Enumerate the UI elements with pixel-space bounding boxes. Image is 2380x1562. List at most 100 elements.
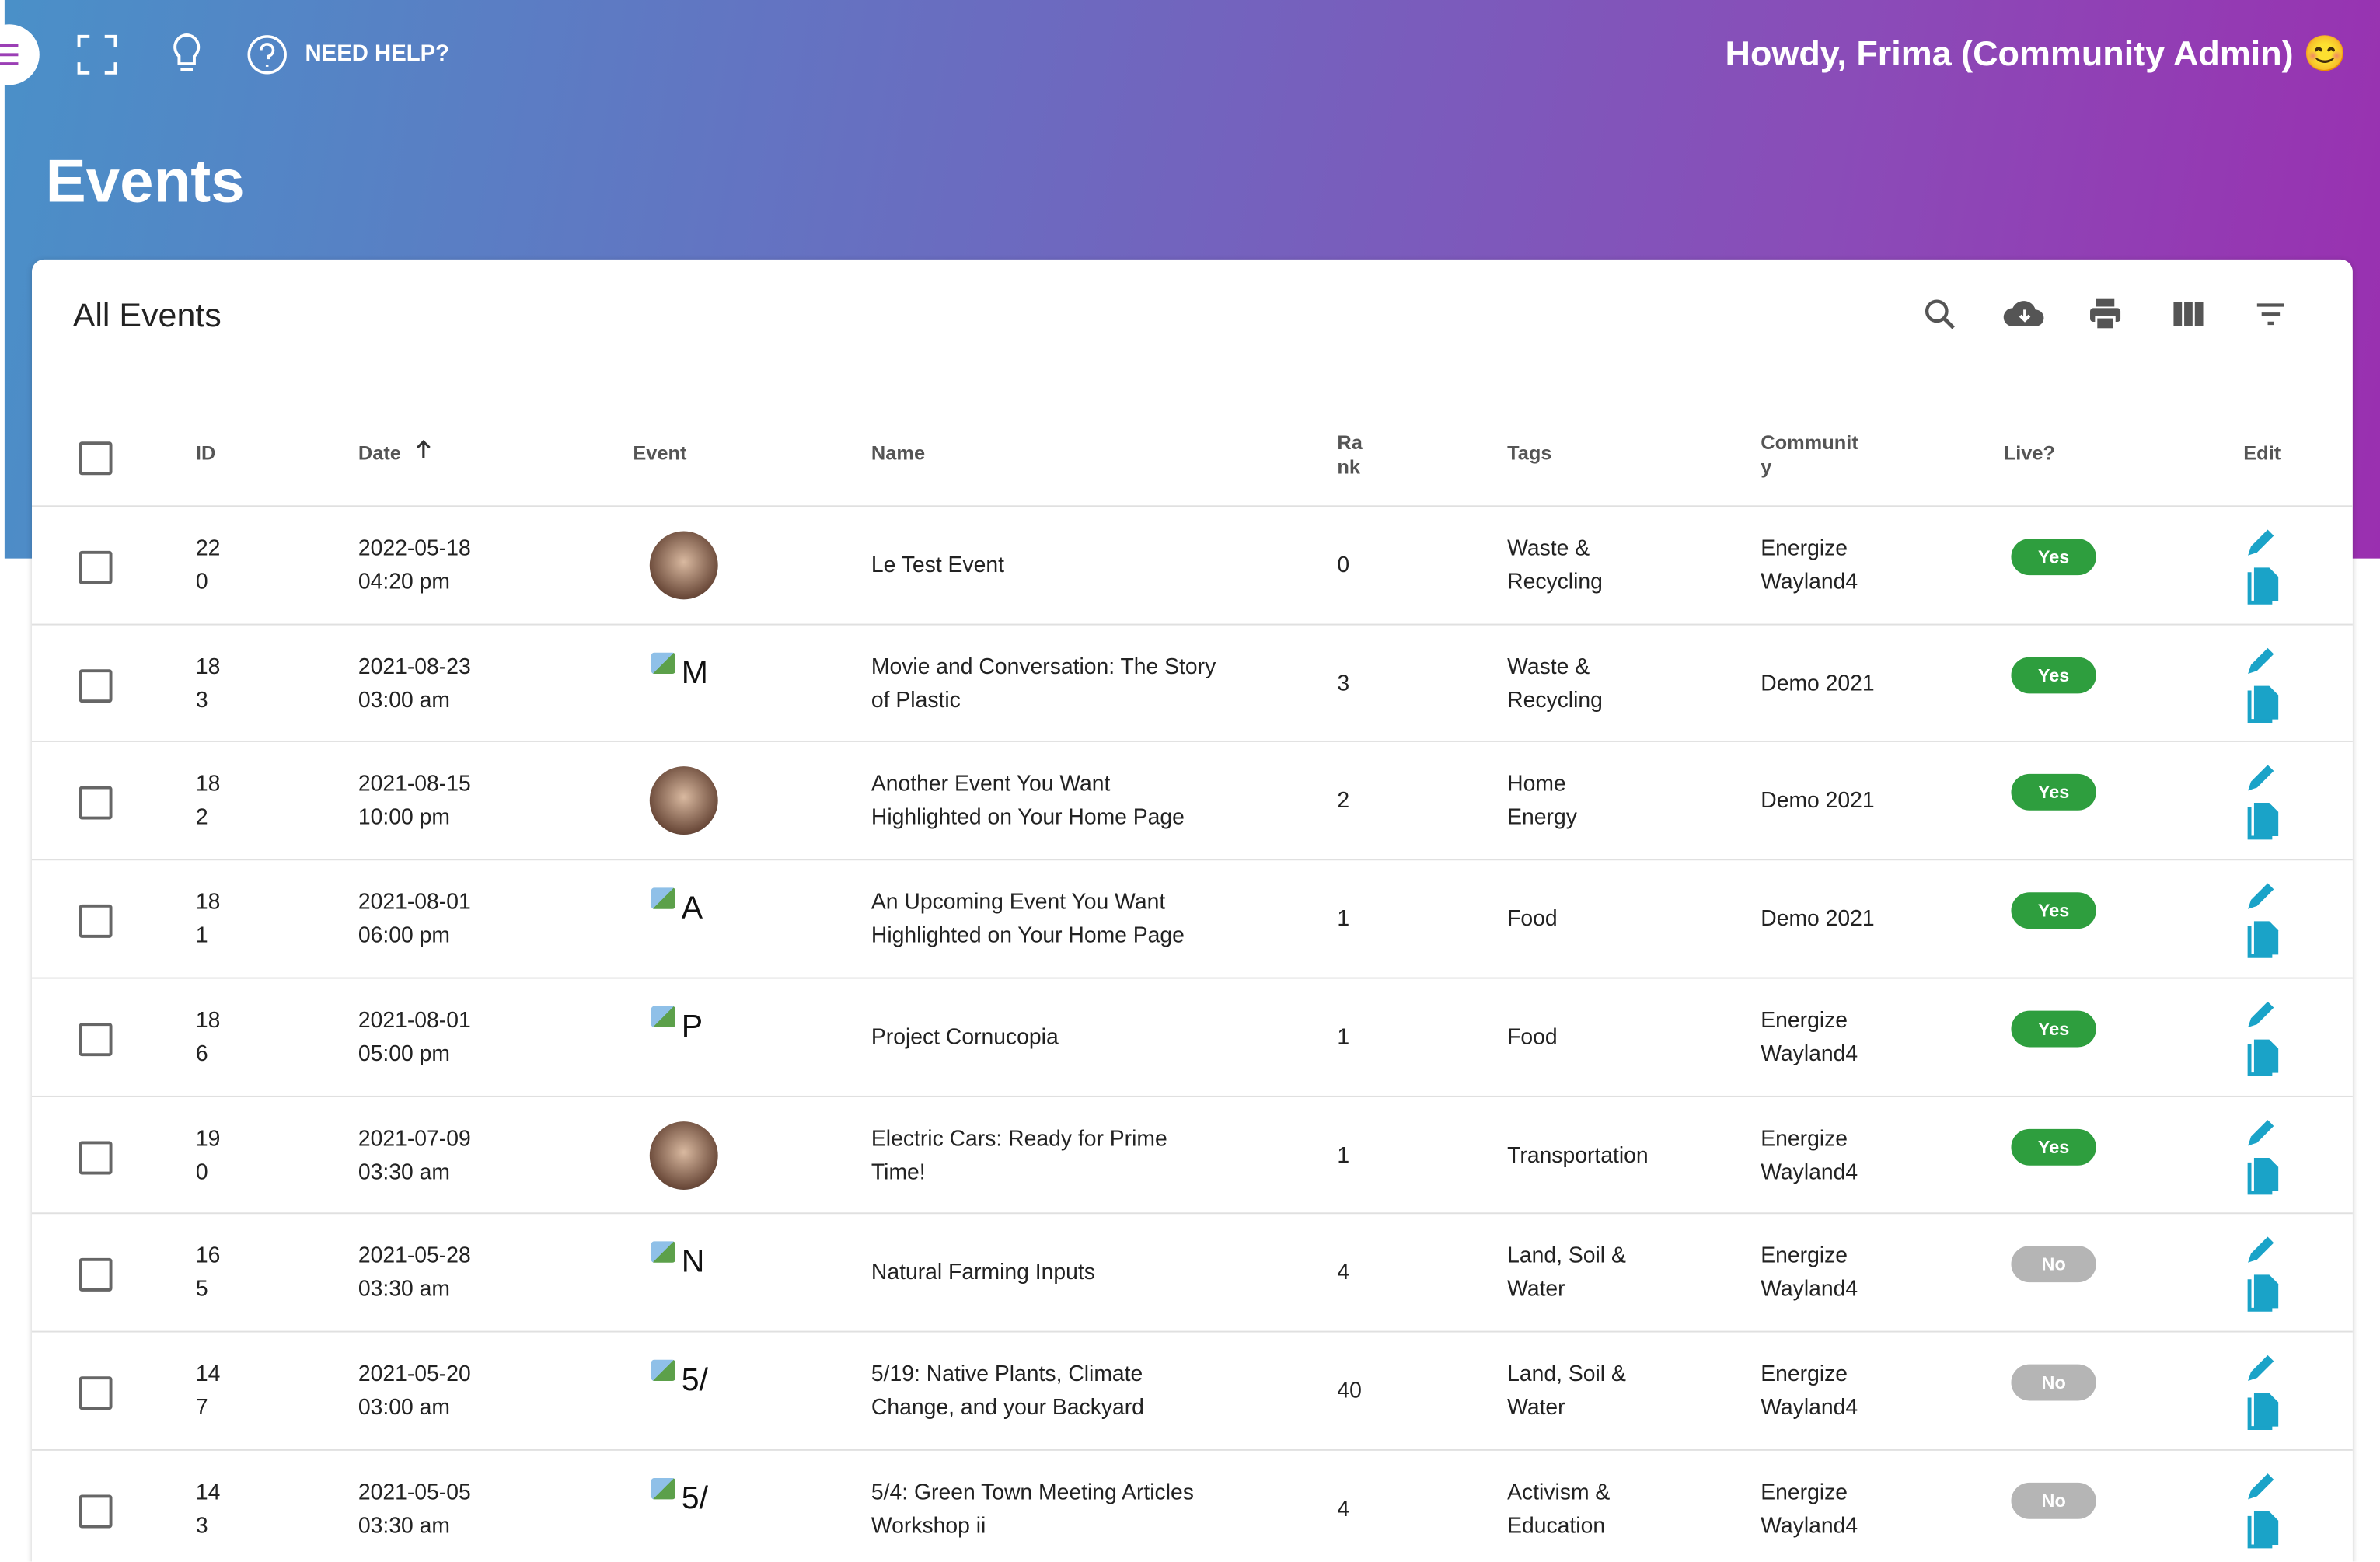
event-image-alt: N [681,1244,705,1280]
row-checkbox[interactable] [79,1258,113,1292]
live-badge: No [2011,1246,2096,1283]
help-icon[interactable] [246,33,288,76]
id: 181 [195,891,221,949]
event-image [649,766,718,835]
time: 03:30 am [358,1159,450,1185]
community: Demo 2021 [1761,907,1875,933]
row-checkbox[interactable] [79,550,113,584]
date-cell: 2021-05-28 03:30 am [358,1240,471,1307]
download-icon[interactable] [2002,296,2048,333]
event-name: Movie and Conversation: The Story of Pla… [871,655,1216,713]
idea-icon[interactable] [167,30,207,78]
event-name: Le Test Event [871,553,1004,579]
column-header: ID [195,441,216,465]
column-header: Event [633,441,687,465]
date-cell: 2021-08-15 10:00 pm [358,769,471,835]
edit-actions[interactable] [2242,879,2288,964]
rank: 4 [1337,1497,1350,1522]
community: Demo 2021 [1761,671,1875,696]
sort-icon[interactable] [413,438,434,459]
event-image-alt: 5/ [681,1480,709,1516]
column-header: Edit [2243,441,2281,465]
id: 182 [195,772,221,831]
event-name: 5/4: Green Town Meeting Articles Worksho… [871,1480,1194,1539]
rank: 1 [1337,1025,1350,1050]
edit-actions[interactable] [2242,761,2288,846]
row-checkbox[interactable] [79,905,113,939]
event-image-alt: M [681,655,708,690]
date-cell: 2021-05-20 03:00 am [358,1358,471,1425]
select-all[interactable] [79,441,113,476]
community: Energize Wayland4 [1761,1009,1858,1067]
rank: 2 [1337,790,1350,814]
rank: 3 [1337,671,1350,696]
broken-image-icon [651,1241,676,1264]
date: 2022-05-18 [358,537,471,562]
edit-actions[interactable] [2242,525,2288,610]
column-header[interactable]: Date [358,440,431,465]
row-checkbox[interactable] [79,1140,113,1174]
table-row: 190 2021-07-09 03:30 am Electric Cars: Read… [32,1094,2353,1215]
time: 05:00 pm [358,1042,450,1067]
tags: Activism & Education [1507,1480,1611,1539]
greeting: Howdy, Frima (Community Admin) 😊 [1725,33,2347,73]
table-row: 181 2021-08-01 06:00 pm A An Upcoming Event … [32,859,2353,978]
print-icon[interactable] [2087,296,2124,333]
column-header: Live? [2003,441,2056,465]
id: 220 [195,537,221,595]
event-name: An Upcoming Event You Want Highlighted o… [871,891,1185,949]
page-title: Events [45,148,245,216]
column-header: Name [871,441,926,465]
help-link[interactable]: NEED HELP? [305,40,450,67]
edit-actions[interactable] [2242,997,2288,1082]
columns-icon[interactable] [2171,296,2207,333]
row-checkbox[interactable] [79,1022,113,1056]
date: 2021-05-28 [358,1244,471,1269]
broken-image-icon [651,652,676,674]
search-icon[interactable] [1921,296,1958,333]
live-badge: Yes [2011,1128,2096,1165]
id: 147 [195,1362,221,1421]
live-badge: Yes [2011,1010,2096,1048]
broken-image-icon [651,1006,676,1027]
edit-actions[interactable] [2242,643,2288,727]
time: 06:00 pm [358,924,450,949]
broken-image-icon [651,1359,676,1381]
row-checkbox[interactable] [79,1494,113,1528]
event-image [649,531,718,600]
date-cell: 2021-05-05 03:30 am [358,1476,471,1543]
event-name: Electric Cars: Ready for Prime Time! [871,1126,1167,1185]
filter-icon[interactable] [2253,296,2289,333]
tags: Waste & Recycling [1507,655,1603,713]
live-badge: No [2011,1482,2096,1518]
edit-actions[interactable] [2242,1114,2288,1199]
table-title: All Events [72,295,222,334]
fullscreen-icon[interactable] [76,33,119,76]
table-row: 186 2021-08-01 05:00 pm P Project Cornucopia… [32,977,2353,1097]
edit-actions[interactable] [2242,1233,2288,1317]
row-checkbox[interactable] [79,786,113,821]
time: 03:00 am [358,688,450,713]
row-checkbox[interactable] [79,1375,113,1410]
edit-actions[interactable] [2242,1469,2288,1553]
event-name: Another Event You Want Highlighted on Yo… [871,772,1185,831]
date: 2021-08-01 [358,1009,471,1034]
community: Energize Wayland4 [1761,537,1858,595]
tags: Land, Soil & Water [1507,1244,1626,1302]
menu-button[interactable] [0,24,40,85]
date-cell: 2022-05-18 04:20 pm [358,532,471,599]
community: Energize Wayland4 [1761,1362,1858,1421]
edit-actions[interactable] [2242,1351,2288,1435]
event-image-alt: P [681,1009,703,1044]
date: 2021-08-15 [358,772,471,797]
rank: 1 [1337,907,1350,933]
id: 190 [195,1126,221,1185]
row-checkbox[interactable] [79,668,113,703]
time: 03:30 am [358,1514,450,1539]
tags: Land, Soil & Water [1507,1362,1626,1421]
community: Energize Wayland4 [1761,1126,1858,1185]
event-image-alt: 5/ [681,1362,709,1398]
id: 165 [195,1244,221,1302]
